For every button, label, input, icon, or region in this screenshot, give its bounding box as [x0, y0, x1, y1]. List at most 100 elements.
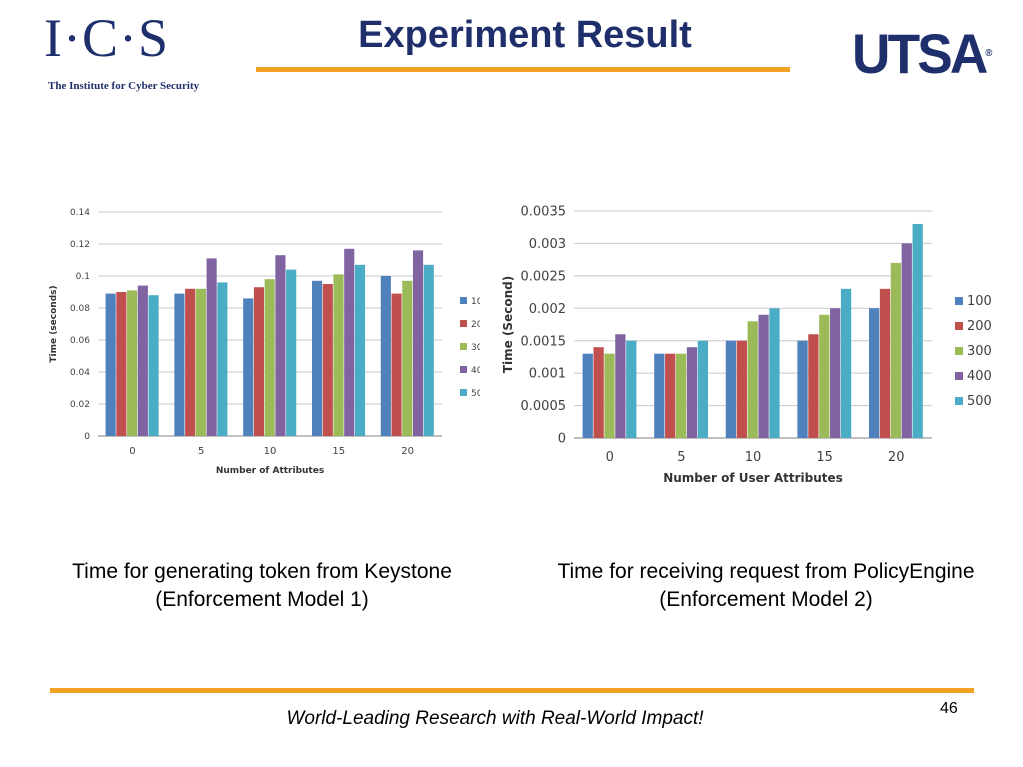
chart2-legend-label: 100: [967, 294, 992, 309]
chart2-bar-200-at-20: [879, 288, 891, 438]
chart1-bar-300-at-5: [195, 288, 206, 436]
chart2-legend-label: 500: [967, 394, 992, 409]
chart1-x-tick-label: 20: [401, 446, 414, 457]
chart2-bars: [582, 223, 923, 438]
chart2-y-tick-label: 0.0025: [521, 269, 567, 284]
chart1-y-ticks: 0 0.02 0.04 0.06 0.08 0.1 0.12 0.14: [70, 208, 90, 442]
page-number: 46: [940, 700, 958, 717]
chart2-y-tick-label: 0.001: [529, 367, 566, 382]
chart-keystone-token-time: 0 0.02 0.04 0.06 0.08 0.1 0.12 0.14 0 5 10 15 20 10…: [49, 208, 480, 476]
chart2-bar-400-at-15: [830, 308, 841, 438]
utsa-logo: UTSA®: [852, 24, 992, 84]
chart2-legend-swatch: [955, 322, 963, 330]
ics-logo-letters: I·C·S: [44, 8, 169, 68]
chart2-x-tick-label: 5: [677, 450, 685, 465]
chart2-legend-label: 300: [967, 344, 992, 359]
chart2-bar-300-at-10: [747, 321, 758, 438]
chart1-y-tick-label: 0.14: [70, 208, 90, 218]
chart1-x-axis-label: Number of Attributes: [216, 466, 324, 476]
chart2-x-tick-label: 15: [816, 450, 833, 465]
chart1-x-ticks: 0 5 10 15 20: [129, 446, 414, 457]
chart2-bar-500-at-0: [626, 340, 637, 438]
utsa-logo-text: UTSA: [852, 22, 988, 85]
chart1-bar-500-at-10: [286, 269, 297, 436]
chart1-bar-200-at-0: [116, 292, 127, 436]
chart1-legend-swatch: [460, 343, 467, 350]
chart1-legend-label: 100: [471, 297, 480, 307]
chart2-legend-swatch: [955, 297, 963, 305]
chart1-bar-100-at-15: [311, 280, 323, 436]
chart2-x-tick-label: 0: [606, 450, 614, 465]
chart2-y-tick-label: 0.0005: [521, 399, 567, 414]
footer-tagline: World-Leading Research with Real-World I…: [286, 708, 704, 729]
chart2-y-ticks: 0 0.0005 0.001 0.0015 0.002 0.0025 0.003 0.0035: [521, 205, 567, 447]
chart1-bar-500-at-0: [148, 295, 159, 436]
chart2-bar-100-at-0: [582, 353, 593, 438]
chart1-x-tick-label: 10: [264, 446, 277, 457]
chart1-legend-label: 200: [471, 320, 480, 330]
title-underline: [256, 67, 790, 72]
chart-policyengine-request-time: 0 0.0005 0.001 0.0015 0.002 0.0025 0.003 0.0035…: [501, 205, 992, 485]
ics-logo-subtitle: The Institute for Cyber Security: [48, 80, 200, 92]
chart1-y-tick-label: 0.06: [70, 336, 90, 346]
chart1-bar-100-at-5: [174, 293, 185, 436]
chart2-bar-200-at-0: [593, 347, 604, 438]
chart2-y-tick-label: 0.003: [529, 237, 566, 252]
chart1-legend-label: 500: [471, 389, 480, 399]
chart1-bar-300-at-0: [127, 290, 138, 436]
chart2-y-axis-label: Time (Second): [501, 276, 515, 373]
chart2-y-tick-label: 0.002: [529, 302, 566, 317]
chart1-bar-300-at-20: [402, 280, 413, 436]
ics-logo: I·C·S The Institute for Cyber Security: [44, 8, 204, 98]
chart1-bar-500-at-5: [217, 282, 228, 436]
chart1-x-tick-label: 15: [332, 446, 345, 457]
chart1-legend-swatch: [460, 389, 467, 396]
chart2-y-tick-label: 0.0015: [521, 334, 567, 349]
chart2-bar-200-at-10: [736, 340, 747, 438]
chart2-y-tick-label: 0: [558, 432, 566, 447]
caption-2-line-1: Time for receiving request from PolicyEn…: [557, 560, 975, 583]
caption-2-line-2: (Enforcement Model 2): [659, 588, 873, 611]
chart2-bar-500-at-5: [697, 340, 709, 438]
chart1-y-tick-label: 0.04: [70, 368, 90, 378]
chart2-bar-400-at-20: [901, 243, 912, 438]
chart1-y-axis-label: Time (seconds): [49, 285, 59, 362]
chart1-bar-400-at-0: [137, 285, 148, 436]
chart1-bar-400-at-5: [206, 258, 217, 436]
chart1-bar-300-at-10: [264, 279, 275, 436]
chart1-bar-100-at-0: [105, 293, 116, 436]
chart1-bar-200-at-10: [253, 287, 265, 436]
chart2-bar-100-at-10: [725, 340, 737, 438]
chart2-legend-label: 400: [967, 369, 992, 384]
chart1-bar-100-at-10: [243, 298, 254, 436]
chart1-y-tick-label: 0: [84, 432, 90, 442]
chart1-bar-400-at-10: [275, 255, 286, 436]
chart2-bar-200-at-15: [808, 334, 819, 438]
utsa-registered-mark: ®: [985, 48, 993, 59]
chart2-bar-500-at-15: [840, 288, 852, 438]
chart2-legend: 100 200 300 400 500: [955, 294, 992, 409]
chart2-legend-swatch: [955, 372, 963, 380]
chart1-bar-100-at-20: [380, 276, 391, 436]
chart2-y-tick-label: 0.0035: [521, 205, 567, 220]
chart2-x-tick-label: 20: [888, 450, 905, 465]
caption-enforcement-model-1: Time for generating token from Keystone …: [22, 558, 502, 614]
chart1-legend-label: 400: [471, 366, 480, 376]
chart1-x-tick-label: 0: [129, 446, 135, 457]
chart2-legend-label: 200: [967, 319, 992, 334]
chart1-x-tick-label: 5: [198, 446, 204, 457]
chart2-bar-100-at-5: [654, 353, 665, 438]
chart1-legend-label: 300: [471, 343, 480, 353]
chart1-bar-400-at-20: [412, 250, 424, 436]
chart1-bar-200-at-5: [185, 288, 196, 436]
chart1-legend-swatch: [460, 297, 467, 304]
slide-title: Experiment Result: [358, 14, 692, 56]
chart2-bar-500-at-10: [769, 308, 780, 438]
chart1-y-tick-label: 0.08: [70, 304, 90, 314]
chart1-legend-swatch: [460, 366, 467, 373]
chart1-bars: [105, 248, 434, 436]
chart2-bar-100-at-20: [868, 308, 880, 438]
chart1-bar-500-at-20: [423, 264, 434, 436]
footer-divider: [50, 688, 974, 693]
chart2-bar-400-at-10: [758, 314, 769, 438]
